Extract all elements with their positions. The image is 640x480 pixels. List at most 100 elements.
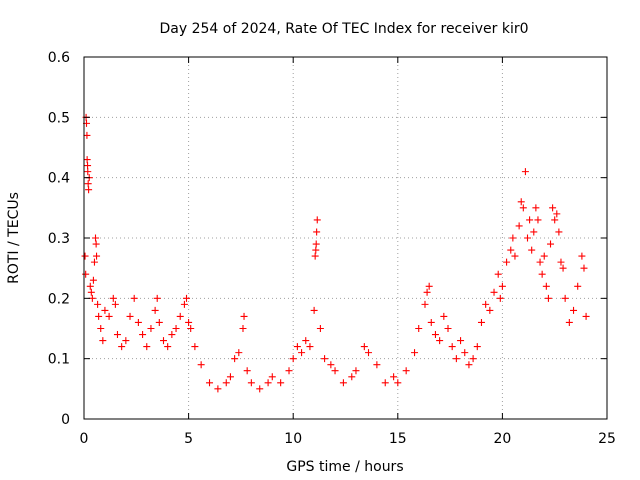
data-point (111, 300, 119, 308)
data-point (509, 234, 517, 242)
data-point (452, 355, 460, 363)
data-point (316, 325, 324, 332)
y-tick-label: 0.2 (48, 291, 70, 307)
data-point (503, 258, 511, 266)
data-point (311, 252, 319, 260)
data-point (86, 282, 94, 290)
y-tick-label: 0.3 (48, 231, 70, 247)
data-point (83, 131, 91, 139)
data-point (365, 349, 373, 357)
data-point (298, 349, 306, 357)
y-tick-label: 0.1 (48, 352, 70, 368)
data-point (486, 306, 494, 314)
data-point (109, 294, 117, 302)
data-point (118, 343, 126, 351)
data-point (574, 282, 582, 290)
data-point (84, 180, 92, 188)
data-point (87, 288, 95, 296)
y-tick-labels: 0 0.1 0.2 0.3 0.4 0.5 0.6 (48, 50, 70, 428)
data-point (99, 337, 107, 345)
data-point (553, 210, 561, 218)
data-point (496, 294, 504, 302)
data-point (226, 373, 234, 381)
data-point (394, 379, 402, 387)
data-point (197, 361, 205, 369)
data-point (582, 312, 590, 320)
data-point (93, 252, 101, 260)
data-point (532, 204, 540, 212)
data-point (390, 373, 398, 381)
data-point (490, 288, 498, 296)
data-point (101, 306, 109, 314)
data-point (494, 270, 502, 278)
data-points (81, 113, 590, 393)
data-point (97, 325, 105, 332)
data-point (239, 325, 247, 332)
data-point (240, 312, 248, 320)
data-point (465, 361, 473, 369)
data-point (268, 373, 276, 381)
data-point (431, 331, 439, 339)
data-point (415, 325, 423, 332)
data-point (143, 343, 151, 351)
data-point (277, 379, 285, 387)
data-point (310, 306, 318, 314)
x-tick-label: 10 (284, 431, 302, 447)
x-tick-labels: 0 5 10 15 20 25 (80, 431, 616, 447)
data-point (507, 246, 515, 254)
data-point (313, 216, 321, 224)
data-point (312, 240, 320, 248)
data-point (360, 343, 368, 351)
x-tick-label: 15 (389, 431, 407, 447)
data-point (126, 312, 134, 320)
data-point (534, 216, 542, 224)
data-point (113, 331, 121, 339)
data-point (147, 325, 155, 332)
data-point (180, 300, 188, 308)
data-point (421, 300, 429, 308)
data-point (519, 204, 527, 212)
grid-lines (84, 57, 607, 419)
data-point (153, 294, 161, 302)
data-point (92, 234, 100, 242)
data-point (183, 294, 191, 302)
data-point (105, 312, 113, 320)
data-point (289, 355, 297, 363)
data-point (561, 294, 569, 302)
data-point (473, 343, 481, 351)
data-point (92, 240, 100, 248)
y-tick-label: 0.6 (48, 50, 70, 66)
data-point (423, 288, 431, 296)
data-point (557, 258, 565, 266)
data-point (134, 318, 142, 326)
data-point (222, 379, 230, 387)
data-point (530, 228, 538, 236)
x-axis-label: GPS time / hours (286, 459, 403, 475)
data-point (440, 312, 448, 320)
data-point (549, 204, 557, 212)
data-point (482, 300, 490, 308)
x-tick-label: 25 (598, 431, 616, 447)
data-point (457, 337, 465, 345)
data-point (95, 312, 103, 320)
data-point (425, 282, 433, 290)
data-point (517, 198, 525, 206)
data-point (187, 325, 195, 332)
data-point (469, 355, 477, 363)
data-point (155, 318, 163, 326)
data-point (231, 355, 239, 363)
data-point (90, 258, 98, 266)
data-point (544, 294, 552, 302)
data-point (306, 343, 314, 351)
data-point (159, 337, 167, 345)
data-point (515, 222, 523, 230)
data-point (130, 294, 138, 302)
data-point (83, 156, 91, 164)
data-point (139, 331, 147, 339)
y-tick-label: 0.4 (48, 171, 70, 187)
axis-ticks (83, 56, 608, 420)
data-point (348, 373, 356, 381)
data-point (247, 379, 255, 387)
data-point (540, 252, 548, 260)
data-point (84, 168, 92, 176)
